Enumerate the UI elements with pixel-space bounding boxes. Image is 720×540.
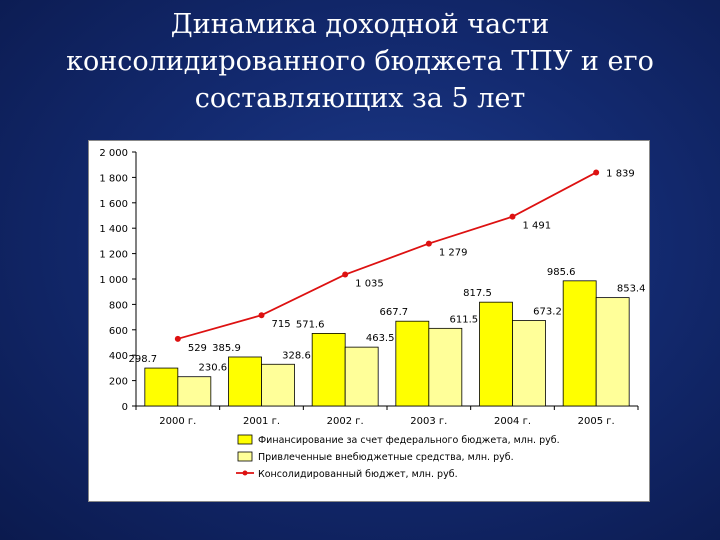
legend-line-marker: [242, 470, 248, 476]
bar-value-label: 667.7: [380, 307, 409, 318]
bar-federal: [144, 367, 179, 407]
title-line-2: консолидированного бюджета ТПУ и его: [66, 46, 654, 77]
line-point: [425, 240, 432, 247]
line-value-label: 1 491: [523, 221, 552, 232]
line-point: [593, 169, 600, 176]
x-tick-label: 2004 г.: [494, 416, 531, 427]
bar-value-label: 853.4: [617, 284, 646, 295]
bar-value-label: 571.6: [296, 319, 325, 330]
line-point: [342, 271, 349, 278]
legend-label: Консолидированный бюджет, млн. руб.: [258, 469, 458, 480]
y-tick-label: 400: [109, 351, 128, 362]
bar-extrabudget: [177, 376, 212, 407]
bar-value-label: 328.6: [282, 350, 311, 361]
y-tick-label: 200: [109, 377, 128, 388]
bar-extrabudget: [344, 346, 379, 407]
bar-federal: [311, 333, 346, 407]
bar-extrabudget: [428, 327, 463, 407]
line-value-label: 1 839: [606, 168, 635, 179]
bar-value-label: 463.5: [366, 333, 395, 344]
legend-swatch: [237, 434, 253, 445]
chart-panel: [88, 140, 650, 502]
line-point: [509, 213, 516, 220]
title-line-3: составляющих за 5 лет: [194, 83, 526, 114]
x-tick-label: 2001 г.: [243, 416, 280, 427]
bar-extrabudget: [261, 363, 295, 407]
x-tick-label: 2002 г.: [327, 416, 364, 427]
y-tick-label: 1 800: [99, 173, 128, 184]
x-tick-label: 2000 г.: [159, 416, 196, 427]
y-tick-label: 600: [109, 326, 128, 337]
y-tick-label: 1 600: [99, 199, 128, 210]
bar-federal: [228, 356, 262, 407]
line-value-label: 1 279: [439, 248, 468, 259]
bar-extrabudget: [595, 297, 630, 407]
legend-swatch: [237, 451, 253, 462]
bar-value-label: 298.7: [129, 354, 158, 365]
bar-value-label: 611.5: [450, 314, 479, 325]
line-value-label: 529: [188, 343, 207, 354]
slide-title: Динамика доходной части консолидированно…: [0, 6, 720, 117]
y-tick-label: 1 200: [99, 250, 128, 261]
line-point: [258, 312, 265, 319]
y-tick-label: 2 000: [99, 148, 128, 159]
bar-federal: [479, 301, 513, 407]
bar-value-label: 230.6: [199, 363, 228, 374]
bar-value-label: 673.2: [533, 307, 562, 318]
bar-value-label: 985.6: [547, 267, 576, 278]
line-point: [174, 335, 181, 342]
line-value-label: 1 035: [355, 279, 384, 290]
line-consolidated: [177, 171, 597, 340]
bar-value-label: 385.9: [212, 343, 241, 354]
bar-value-label: 817.5: [463, 288, 492, 299]
y-tick-label: 1 400: [99, 224, 128, 235]
bar-federal: [562, 280, 597, 407]
x-tick-label: 2003 г.: [410, 416, 447, 427]
title-line-1: Динамика доходной части: [170, 9, 550, 40]
line-value-label: 715: [272, 319, 291, 330]
y-tick-label: 800: [109, 300, 128, 311]
x-tick-label: 2005 г.: [578, 416, 615, 427]
y-tick-label: 0: [122, 402, 128, 413]
legend-label: Финансирование за счет федерального бюдж…: [258, 435, 560, 446]
legend-label: Привлеченные внебюджетные средства, млн.…: [258, 452, 514, 463]
y-tick-label: 1 000: [99, 275, 128, 286]
bar-extrabudget: [512, 320, 546, 407]
bar-federal: [395, 320, 430, 407]
